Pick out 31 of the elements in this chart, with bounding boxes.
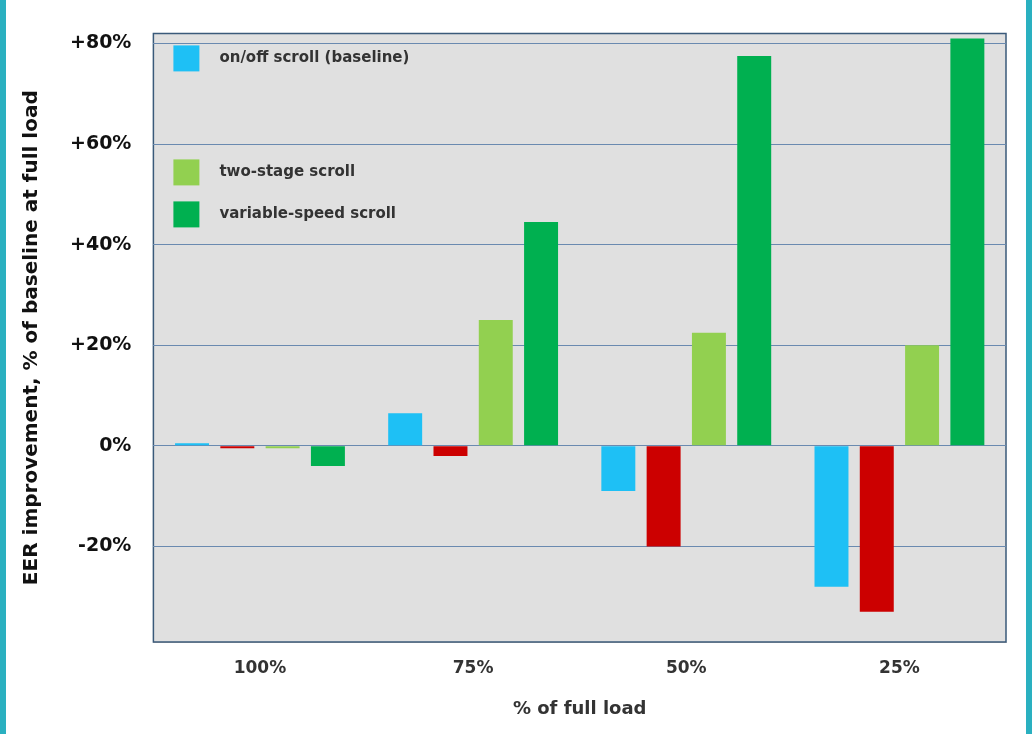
x-tick-label: 100% bbox=[233, 656, 287, 677]
bar bbox=[265, 446, 300, 449]
bar bbox=[814, 446, 849, 587]
x-tick-label: 75% bbox=[452, 656, 494, 677]
y-tick-label: 0% bbox=[99, 432, 132, 455]
y-tick-label: +40% bbox=[69, 231, 132, 254]
y-tick-label: -20% bbox=[78, 533, 132, 556]
y-tick-label: +20% bbox=[69, 332, 132, 355]
bar bbox=[478, 320, 513, 446]
y-axis-title: EER improvement, % of baseline at full load bbox=[18, 90, 43, 586]
x-tick-label: 50% bbox=[665, 656, 707, 677]
bar bbox=[737, 56, 772, 446]
x-tick-label: 25% bbox=[879, 656, 920, 677]
bar bbox=[310, 446, 345, 466]
bar bbox=[905, 345, 940, 446]
bar bbox=[388, 413, 423, 446]
legend-label: variable-speed scroll bbox=[219, 204, 397, 223]
bar bbox=[950, 38, 985, 446]
bar bbox=[646, 446, 681, 547]
x-axis-title: % of full load bbox=[512, 696, 647, 718]
legend-label: on/off scroll (baseline) bbox=[219, 48, 410, 67]
y-tick-label: +80% bbox=[69, 30, 132, 53]
bar bbox=[601, 446, 636, 492]
bar bbox=[175, 443, 210, 446]
bar bbox=[433, 446, 468, 456]
bar bbox=[524, 222, 559, 446]
y-tick-label: +60% bbox=[69, 130, 132, 153]
legend-label: two-stage scroll bbox=[219, 162, 356, 181]
bar bbox=[691, 332, 726, 446]
bar bbox=[859, 446, 894, 612]
bar bbox=[220, 446, 255, 449]
